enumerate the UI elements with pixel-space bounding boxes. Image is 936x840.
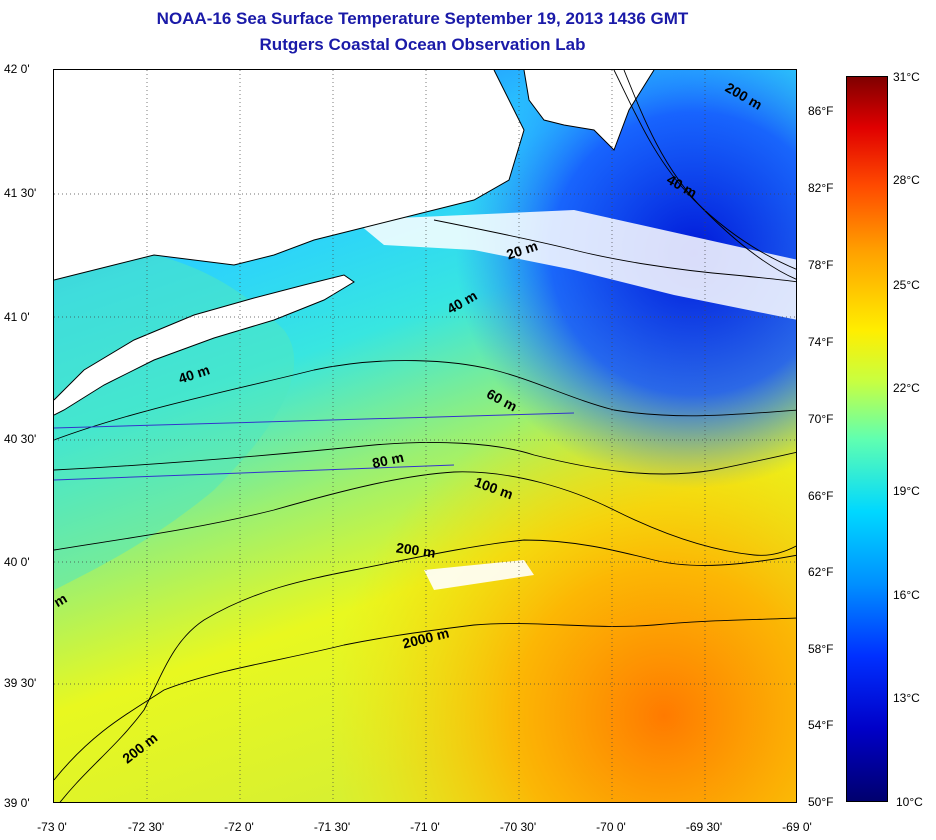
celsius-tick-label: 10°C [896, 795, 923, 809]
cloud-gap [424, 560, 534, 590]
fahrenheit-tick-label: 58°F [808, 642, 834, 656]
lat-tick-label: 41 30' [4, 186, 37, 200]
coastline [523, 70, 655, 151]
lat-tick-label: 40 0' [4, 555, 30, 569]
lon-tick-label: -71 0' [410, 820, 440, 834]
lon-tick-label: -70 0' [596, 820, 626, 834]
fahrenheit-tick-label: 70°F [808, 412, 834, 426]
fahrenheit-tick-label: 74°F [808, 335, 834, 349]
satellite-track [54, 412, 575, 429]
cloud-gap [354, 210, 796, 320]
lat-tick-label: 41 0' [4, 310, 30, 324]
lat-tick-label: 42 0' [4, 62, 30, 76]
lon-tick-label: -72 30' [127, 820, 165, 834]
temperature-colorbar [846, 76, 888, 802]
lon-tick-label: -70 30' [499, 820, 537, 834]
contour-80m [54, 442, 796, 475]
contour-60m [54, 360, 796, 441]
satellite-track [54, 464, 455, 481]
lon-tick-label: -72 0' [224, 820, 254, 834]
map-subtitle: Rutgers Coastal Ocean Observation Lab [259, 35, 586, 54]
contour-2000m [54, 617, 796, 781]
celsius-tick-label: 22°C [893, 381, 920, 395]
celsius-tick-label: 28°C [893, 173, 920, 187]
contour-100m [54, 471, 796, 556]
fahrenheit-tick-label: 54°F [808, 718, 834, 732]
celsius-tick-label: 31°C [893, 70, 920, 84]
lon-tick-label: -73 0' [37, 820, 67, 834]
graticule [54, 70, 796, 802]
celsius-tick-label: 19°C [893, 484, 920, 498]
lat-tick-label: 39 30' [4, 676, 37, 690]
map-title: NOAA-16 Sea Surface Temperature Septembe… [156, 9, 689, 28]
fahrenheit-tick-label: 50°F [808, 795, 834, 809]
fahrenheit-tick-label: 78°F [808, 258, 834, 272]
lon-tick-label: -71 30' [313, 820, 351, 834]
shelf-water [54, 247, 295, 590]
contour-40m-north [623, 70, 796, 280]
fahrenheit-tick-label: 82°F [808, 181, 834, 195]
contour-200m-north [613, 70, 796, 270]
long-island [54, 275, 354, 415]
lat-tick-label: 40 30' [4, 432, 37, 446]
lon-tick-label: -69 30' [685, 820, 723, 834]
lat-tick-label: 39 0' [4, 796, 30, 810]
coastline [54, 274, 355, 416]
celsius-tick-label: 25°C [893, 278, 920, 292]
sst-map: 200 m 40 m 20 m 40 m 40 m 60 m 80 m 100 … [53, 69, 797, 803]
coastline [54, 70, 525, 281]
celsius-tick-label: 16°C [893, 588, 920, 602]
celsius-tick-label: 13°C [893, 691, 920, 705]
mainland [54, 70, 524, 280]
lon-tick-label: -69 0' [782, 820, 812, 834]
sst-map-svg [54, 70, 796, 802]
contour-20m [433, 219, 796, 283]
fahrenheit-tick-label: 62°F [808, 565, 834, 579]
fahrenheit-tick-label: 66°F [808, 489, 834, 503]
contour-200m [59, 539, 796, 802]
fahrenheit-tick-label: 86°F [808, 104, 834, 118]
